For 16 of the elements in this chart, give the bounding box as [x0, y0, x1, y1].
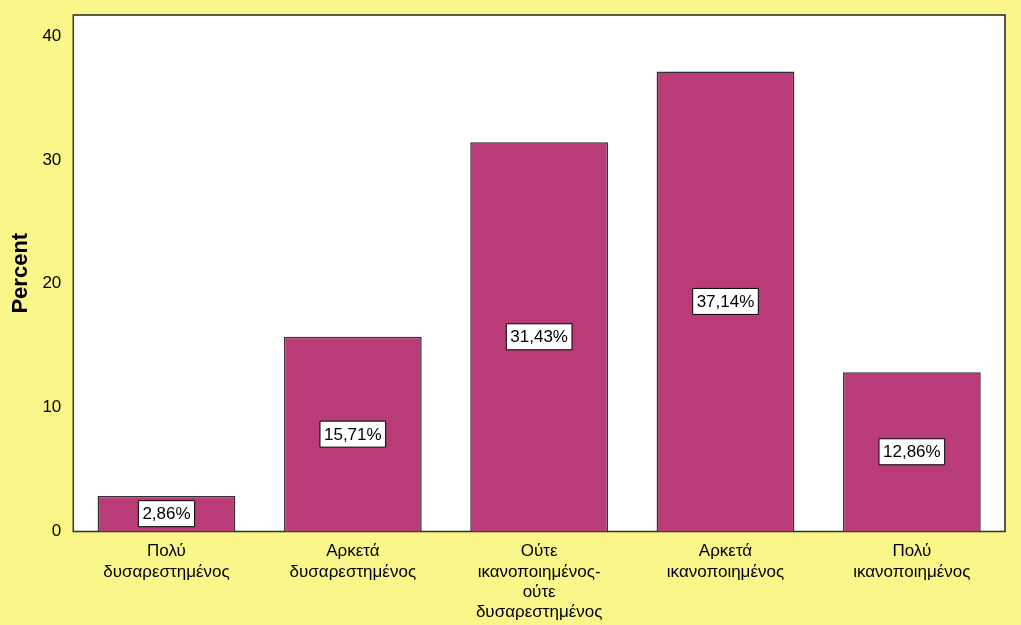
- y-tick-label: 40: [42, 25, 62, 45]
- data-label: 15,71%: [323, 424, 382, 444]
- x-tick-label: Αρκετά ικανοποιημένος: [666, 541, 785, 581]
- y-tick-label: 20: [42, 273, 62, 293]
- x-tick-label: Αρκετά δυσαρεστημένος: [289, 541, 417, 581]
- data-label: 37,14%: [696, 292, 755, 312]
- data-label: 2,86%: [142, 504, 191, 524]
- x-tick-label: Ούτε ικανοποιημένος- ούτε δυσαρεστημένος: [475, 541, 603, 622]
- y-tick-label: 0: [51, 521, 62, 541]
- data-label: 12,86%: [882, 442, 941, 462]
- y-tick-label: 10: [42, 397, 62, 417]
- data-label: 31,43%: [510, 327, 568, 347]
- x-tick-label: Πολύ δυσαρεστημένος: [103, 541, 230, 581]
- x-tick-label: Πολύ ικανοποιημένος: [853, 541, 971, 581]
- y-axis-title: Percent: [7, 232, 33, 314]
- y-tick-label: 30: [42, 149, 62, 169]
